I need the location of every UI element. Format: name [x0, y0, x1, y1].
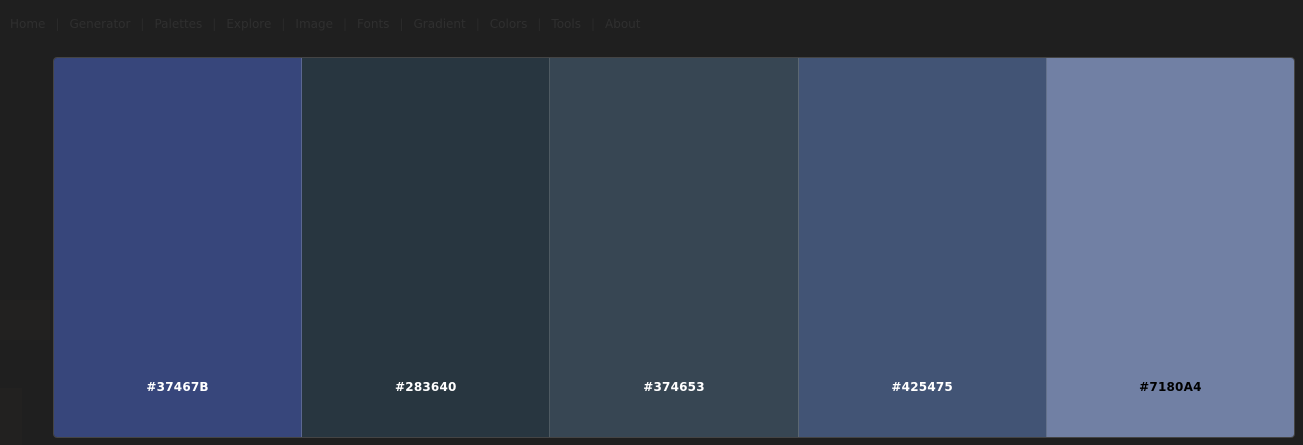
color-swatch[interactable]: #37467B: [54, 58, 303, 437]
nav-separator: |: [212, 17, 217, 31]
nav-item-home[interactable]: Home: [10, 17, 46, 31]
swatch-hex-label: #425475: [891, 380, 953, 394]
color-swatch[interactable]: #425475: [798, 58, 1047, 437]
nav-item-about[interactable]: About: [605, 17, 641, 31]
color-palette: #37467B #283640 #374653 #425475 #7180A4: [53, 57, 1295, 438]
nav-separator: |: [140, 17, 145, 31]
nav-item-gradient[interactable]: Gradient: [413, 17, 466, 31]
sidebar-panel: [0, 300, 50, 340]
nav-item-tools[interactable]: Tools: [551, 17, 581, 31]
nav-menu: Home | Generator | Palettes | Explore | …: [0, 14, 651, 34]
nav-separator: |: [55, 17, 60, 31]
nav-item-colors[interactable]: Colors: [489, 17, 528, 31]
nav-item-generator[interactable]: Generator: [69, 17, 131, 31]
nav-separator: |: [343, 17, 348, 31]
nav-item-explore[interactable]: Explore: [226, 17, 272, 31]
color-swatch[interactable]: #7180A4: [1046, 58, 1294, 437]
color-swatch[interactable]: #374653: [550, 58, 799, 437]
color-swatch[interactable]: #283640: [302, 58, 551, 437]
top-navigation: Home | Generator | Palettes | Explore | …: [0, 0, 1303, 48]
nav-separator: |: [399, 17, 404, 31]
swatch-hex-label: #7180A4: [1139, 380, 1202, 394]
sidebar-panel: [0, 388, 22, 445]
swatch-hex-label: #374653: [643, 380, 705, 394]
swatch-hex-label: #283640: [395, 380, 457, 394]
nav-separator: |: [475, 17, 480, 31]
nav-item-palettes[interactable]: Palettes: [154, 17, 203, 31]
swatch-hex-label: #37467B: [146, 380, 209, 394]
nav-item-image[interactable]: Image: [295, 17, 333, 31]
nav-separator: |: [537, 17, 542, 31]
nav-separator: |: [281, 17, 286, 31]
nav-item-fonts[interactable]: Fonts: [357, 17, 390, 31]
nav-separator: |: [590, 17, 596, 31]
